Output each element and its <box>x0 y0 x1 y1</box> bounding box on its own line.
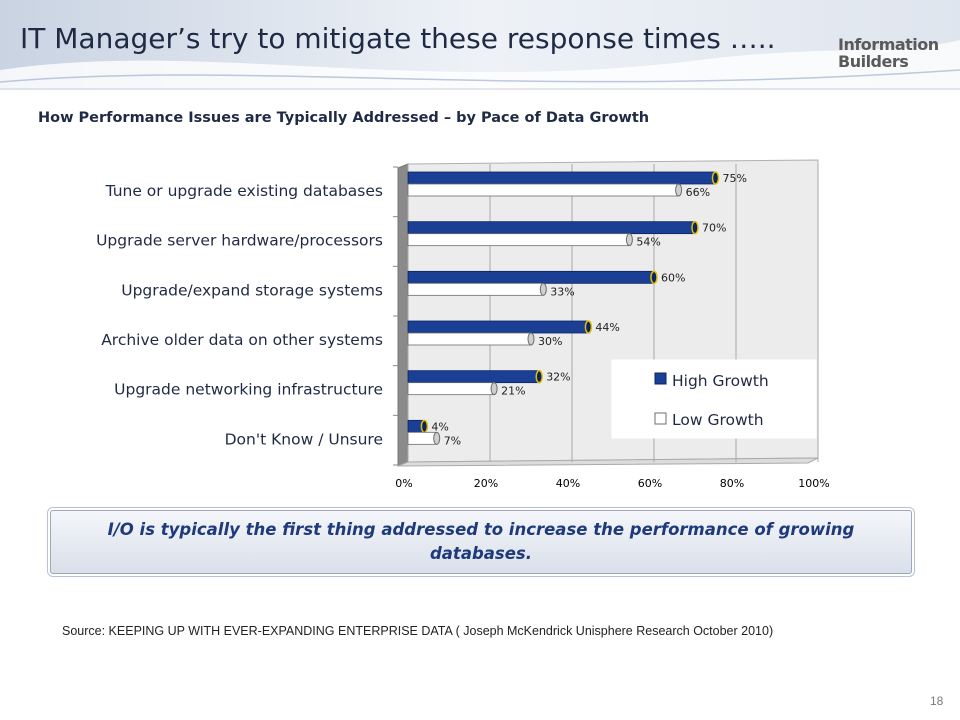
bar-high-growth <box>407 370 540 384</box>
data-label-high-growth: 32% <box>546 371 570 384</box>
bar-low-growth <box>407 332 532 346</box>
bar-high-growth <box>407 221 696 235</box>
bar-high-growth-cap <box>420 419 429 434</box>
bar-high-growth <box>407 171 716 185</box>
bar-high-growth <box>407 270 655 284</box>
legend-swatch-low-growth <box>654 412 667 425</box>
x-tick-label: 20% <box>474 477 498 490</box>
x-tick-label: 100% <box>798 477 829 490</box>
bar-high-growth <box>407 320 589 334</box>
category-label: Upgrade networking infrastructure <box>114 381 383 399</box>
bar-high-growth-cap <box>650 270 658 285</box>
callout-box: I/O is typically the first thing address… <box>50 510 912 574</box>
bar-low-growth <box>407 233 630 247</box>
bar-low-growth <box>407 282 544 296</box>
bar-low-growth-cap <box>433 431 441 445</box>
legend-swatch-high-growth <box>654 372 667 385</box>
callout-text: I/O is typically the first thing address… <box>107 520 855 563</box>
data-label-high-growth: 44% <box>595 321 619 334</box>
bar-low-growth <box>407 382 495 396</box>
logo-line-2: Builders <box>838 52 909 71</box>
header-background <box>0 0 960 90</box>
legend-label-low-growth: Low Growth <box>672 411 764 429</box>
source-note: Source: KEEPING UP WITH EVER-EXPANDING E… <box>62 624 774 638</box>
plot-side-wall <box>397 163 409 467</box>
data-label-low-growth: 21% <box>501 385 525 398</box>
bar-low-growth-cap <box>675 183 683 197</box>
data-label-low-growth: 7% <box>444 434 461 447</box>
x-tick-label: 40% <box>556 477 580 490</box>
data-label-low-growth: 66% <box>686 186 710 199</box>
page-number: 18 <box>930 694 944 708</box>
bar-low-growth-cap <box>527 332 535 346</box>
data-label-high-growth: 4% <box>431 420 448 433</box>
data-label-low-growth: 30% <box>538 335 562 348</box>
category-label: Don't Know / Unsure <box>225 430 383 448</box>
category-label: Tune or upgrade existing databases <box>105 182 383 200</box>
chart-title: How Performance Issues are Typically Add… <box>38 110 650 126</box>
category-label: Archive older data on other systems <box>101 331 383 349</box>
bar-low-growth-cap <box>539 282 547 296</box>
bar-low-growth-cap <box>490 382 498 396</box>
bar-low-growth <box>407 183 680 197</box>
data-label-high-growth: 70% <box>702 222 726 235</box>
data-label-low-growth: 54% <box>636 236 660 249</box>
bar-high-growth-cap <box>711 171 720 185</box>
legend-box <box>611 359 817 439</box>
logo-line-1: Information <box>838 35 939 54</box>
bar-low-growth-cap <box>625 233 633 247</box>
bar-high-growth-cap <box>584 320 593 334</box>
slide-title: IT Manager’s try to mitigate these respo… <box>20 22 776 55</box>
data-label-high-growth: 75% <box>723 172 747 185</box>
bar-high-growth-cap <box>535 369 543 384</box>
data-label-high-growth: 60% <box>661 271 685 284</box>
x-tick-label: 0% <box>395 477 412 490</box>
bar-low-growth <box>407 431 438 445</box>
category-label: Upgrade server hardware/processors <box>96 232 383 250</box>
data-label-low-growth: 33% <box>550 285 574 298</box>
bar-chart: 0% 20% 40% 60% 80% 100% Tune or upgrade existi… <box>96 159 830 490</box>
bar-high-growth-cap <box>691 220 699 235</box>
legend-label-high-growth: High Growth <box>672 372 769 390</box>
x-tick-label: 80% <box>720 477 744 490</box>
information-builders-logo: Information Builders <box>838 35 939 71</box>
category-label: Upgrade/expand storage systems <box>121 281 383 299</box>
x-tick-label: 60% <box>638 477 662 490</box>
